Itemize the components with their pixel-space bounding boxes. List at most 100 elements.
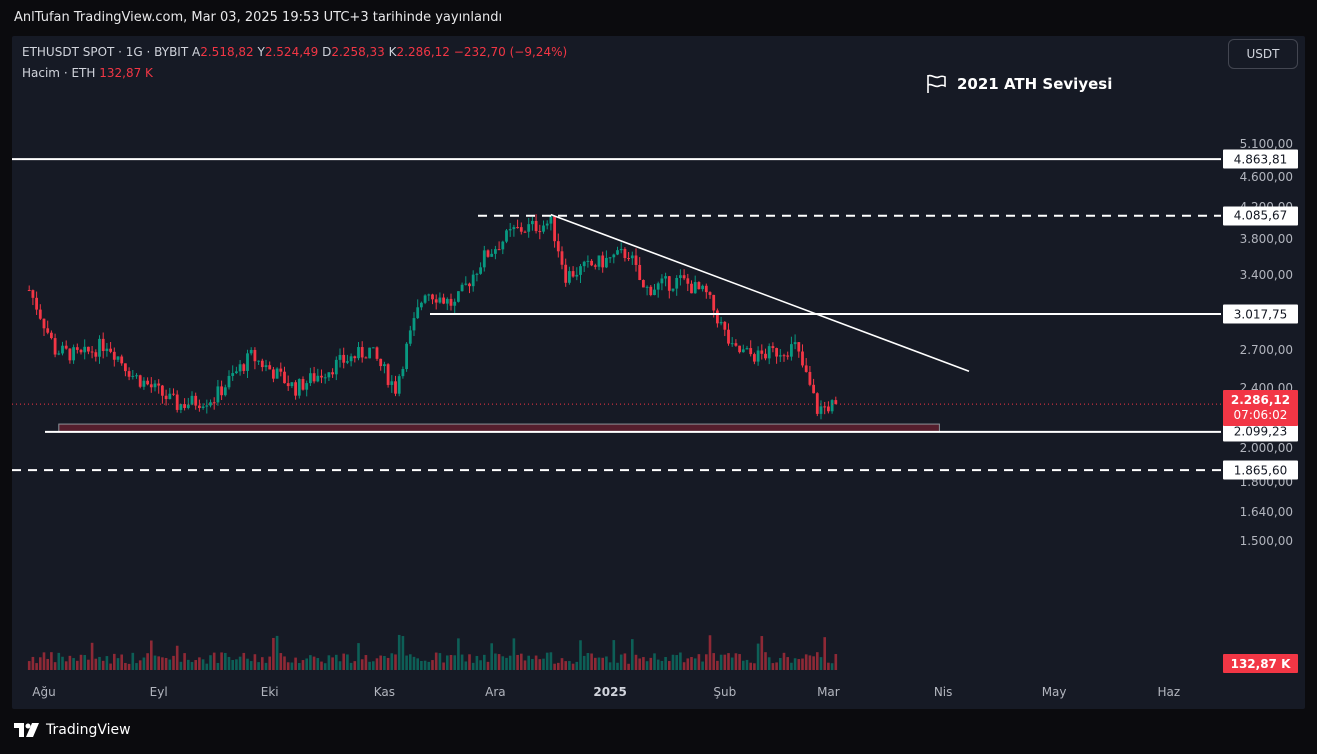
volume-bar [301,660,305,670]
volume-bar [168,659,172,670]
volume-bar [490,643,493,670]
candle-body [649,286,653,296]
volume-bar [723,654,727,670]
candle-body [427,294,431,296]
candle-body [790,344,793,357]
volume-bar [383,656,386,670]
time-tick: Şub [713,685,737,699]
volume-bar [545,652,549,670]
volume-bar [309,655,312,670]
candle-body [656,283,660,290]
volume-label[interactable]: Hacim · ETH [22,66,96,80]
tradingview-brand[interactable]: TradingView [14,722,131,738]
candle-body [194,395,198,406]
support-zone [58,423,940,433]
candle-body [516,227,519,229]
volume-bar [653,653,656,670]
volume-bar [782,652,786,670]
volume-bar [68,655,72,670]
volume-bar [712,653,715,670]
volume-bar [298,663,301,670]
volume-bar [235,659,238,670]
trend-line [550,213,970,373]
volume-bar [686,658,690,670]
candle-body [50,332,53,339]
volume-bar [668,661,671,670]
time-tick: Ara [485,685,506,699]
volume-bar [575,661,579,670]
chart-pane[interactable]: ETHUSDT SPOT · 1G · BYBIT A2.518,82 Y2.5… [12,36,1305,709]
level-price-label: 2.099,23 [1223,422,1298,442]
volume-bar [323,663,327,670]
volume-bar [531,658,534,670]
candle-body [305,383,309,390]
volume-bar [146,653,149,670]
candle-body [534,220,538,232]
volume-bar [534,655,538,670]
volume-bar [42,652,46,670]
price-chart[interactable] [12,36,1305,709]
currency-button[interactable]: USDT [1228,39,1298,69]
volume-bar [72,658,75,670]
candle-body [497,249,501,251]
candle-body [486,250,490,257]
price-tick: 1.640,00 [1239,504,1293,519]
close-value: 2.286,12 [396,45,450,59]
candle-body [68,348,72,361]
volume-bar [94,658,98,670]
volume-bar [719,654,723,670]
volume-layer [27,634,838,670]
volume-bar [564,661,567,670]
candle-body [590,260,593,266]
candle-body [138,375,142,387]
volume-bar [568,661,571,670]
level-price-label: 3.017,75 [1223,304,1298,324]
volume-bar [579,640,582,670]
volume-bar [716,660,719,670]
candle-body [31,290,35,298]
volume-bar [516,654,519,670]
candle-body [342,354,346,363]
candle-body [87,346,90,352]
candle-body [482,250,486,268]
candle-body [83,346,87,353]
price-tick: 2.700,00 [1239,343,1293,358]
candle-body [730,343,734,345]
ath-annotation[interactable]: 2021 ATH Seviyesi [925,74,1112,94]
volume-bar [594,657,597,670]
volume-bar [505,657,508,670]
candle-body [42,318,46,329]
candle-body [283,371,286,384]
volume-bar [360,659,364,670]
volume-bar [760,636,764,670]
candle-body [708,292,712,295]
volume-bar [257,662,260,670]
candle-body [457,291,460,302]
candle-body [179,404,183,410]
candle-body [220,386,223,396]
volume-bar [605,656,608,670]
volume-bar [823,637,826,670]
volume-bar [205,663,209,670]
candle-body [235,371,238,374]
candle-body [453,301,457,306]
volume-bar [475,655,479,670]
symbol-label[interactable]: ETHUSDT SPOT · 1G · BYBIT [22,45,189,59]
volume-bar [675,655,678,670]
price-tick: 2.000,00 [1239,440,1293,455]
volume-bar [549,652,553,670]
candle-body [297,379,301,396]
volume-bar [286,662,290,670]
volume-bar [305,658,308,670]
candle-body [323,377,327,379]
candles-layer [27,214,838,420]
volume-bar [57,652,61,670]
volume-bar [608,662,612,670]
volume-badge: 132,87 K [1223,654,1298,673]
candle-body [505,230,508,242]
candle-body [98,338,101,357]
candle-body [508,229,512,231]
volume-bar [827,662,830,670]
candle-body [120,356,124,364]
volume-bar [150,640,153,670]
